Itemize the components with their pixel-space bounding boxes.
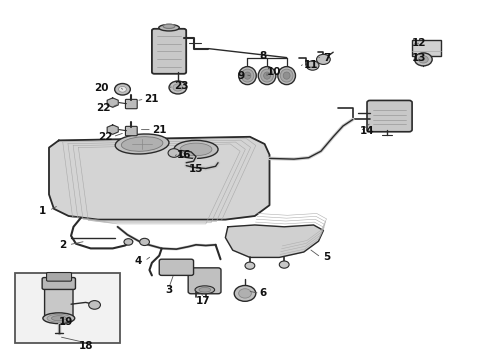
Text: 21: 21 (145, 94, 159, 104)
Circle shape (173, 84, 183, 91)
Ellipse shape (244, 72, 251, 79)
FancyBboxPatch shape (152, 29, 186, 74)
Ellipse shape (283, 72, 290, 79)
Ellipse shape (47, 314, 71, 322)
Text: 10: 10 (267, 67, 282, 77)
Circle shape (124, 239, 133, 245)
Text: 14: 14 (360, 126, 375, 136)
Text: 17: 17 (196, 296, 211, 306)
FancyBboxPatch shape (45, 287, 73, 318)
Polygon shape (107, 98, 118, 107)
Circle shape (115, 84, 130, 95)
Circle shape (89, 301, 100, 309)
Circle shape (119, 86, 126, 92)
FancyBboxPatch shape (125, 126, 137, 136)
Text: 22: 22 (98, 132, 113, 142)
Text: 21: 21 (152, 125, 167, 135)
Ellipse shape (199, 287, 211, 292)
FancyBboxPatch shape (47, 273, 72, 281)
Circle shape (279, 261, 289, 268)
Text: 1: 1 (39, 206, 47, 216)
Ellipse shape (261, 69, 273, 82)
Circle shape (418, 56, 428, 63)
FancyBboxPatch shape (125, 99, 137, 109)
Ellipse shape (180, 143, 212, 156)
Ellipse shape (122, 137, 163, 151)
Text: 23: 23 (174, 81, 189, 91)
Ellipse shape (258, 67, 276, 85)
Ellipse shape (163, 24, 175, 28)
Text: 6: 6 (260, 288, 267, 298)
Polygon shape (225, 225, 323, 257)
Circle shape (234, 285, 256, 301)
Circle shape (168, 149, 180, 157)
Ellipse shape (264, 72, 270, 79)
Ellipse shape (51, 316, 66, 321)
Polygon shape (107, 125, 118, 134)
Text: 5: 5 (323, 252, 331, 262)
Circle shape (245, 262, 255, 269)
Ellipse shape (278, 67, 295, 85)
Ellipse shape (239, 67, 256, 85)
Text: 4: 4 (135, 256, 142, 266)
Circle shape (306, 61, 319, 70)
Circle shape (239, 289, 251, 298)
Text: 22: 22 (96, 103, 110, 113)
Ellipse shape (174, 140, 218, 158)
Text: 18: 18 (78, 341, 93, 351)
Bar (412, 40, 441, 56)
Text: 19: 19 (59, 317, 74, 327)
Text: 12: 12 (412, 38, 426, 48)
Circle shape (169, 81, 187, 94)
Text: 15: 15 (189, 164, 203, 174)
Ellipse shape (43, 313, 74, 324)
Text: 9: 9 (238, 71, 245, 81)
Text: 16: 16 (176, 150, 191, 160)
Text: 3: 3 (166, 285, 172, 295)
FancyBboxPatch shape (188, 268, 221, 294)
Ellipse shape (115, 134, 169, 154)
FancyBboxPatch shape (367, 100, 412, 132)
Ellipse shape (280, 69, 293, 82)
FancyBboxPatch shape (159, 259, 194, 275)
Text: 11: 11 (304, 60, 318, 70)
Ellipse shape (159, 24, 179, 31)
Polygon shape (49, 137, 270, 220)
Circle shape (415, 53, 432, 66)
Text: 13: 13 (412, 53, 426, 63)
Text: 8: 8 (260, 51, 267, 61)
Ellipse shape (195, 286, 215, 294)
Ellipse shape (241, 69, 254, 82)
Circle shape (140, 238, 149, 246)
Circle shape (317, 54, 330, 64)
Text: 7: 7 (323, 53, 331, 63)
FancyBboxPatch shape (42, 278, 75, 289)
Bar (15, 273, 120, 343)
Text: 2: 2 (59, 240, 66, 250)
Text: 20: 20 (94, 83, 109, 93)
